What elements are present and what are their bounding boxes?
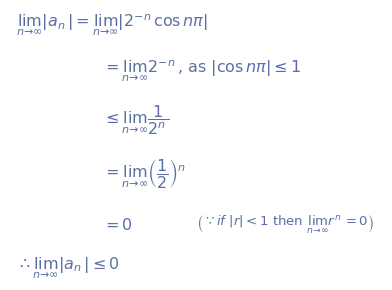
- Text: $\therefore\lim_{n\to\infty}|a_n|\leq 0$: $\therefore\lim_{n\to\infty}|a_n|\leq 0$: [16, 255, 119, 281]
- Text: $=0$: $=0$: [102, 217, 132, 233]
- Text: $\leq\lim_{n\to\infty}\dfrac{1}{2^n}$: $\leq\lim_{n\to\infty}\dfrac{1}{2^n}$: [102, 104, 170, 137]
- Text: $\left(\because if\ |r|<1\ \mathrm{then}\ \lim_{n\to\infty}r^n=0\right)$: $\left(\because if\ |r|<1\ \mathrm{then}…: [196, 214, 374, 236]
- Text: $\lim_{n\to\infty}|a_n|=\lim_{n\to\infty}|2^{-n}\cos n\pi|$: $\lim_{n\to\infty}|a_n|=\lim_{n\to\infty…: [16, 12, 208, 38]
- Text: $=\lim_{n\to\infty}2^{-n}$, as $|\cos n\pi|\leq 1$: $=\lim_{n\to\infty}2^{-n}$, as $|\cos n\…: [102, 58, 301, 84]
- Text: $=\lim_{n\to\infty}\left(\dfrac{1}{2}\right)^{n}$: $=\lim_{n\to\infty}\left(\dfrac{1}{2}\ri…: [102, 157, 186, 191]
